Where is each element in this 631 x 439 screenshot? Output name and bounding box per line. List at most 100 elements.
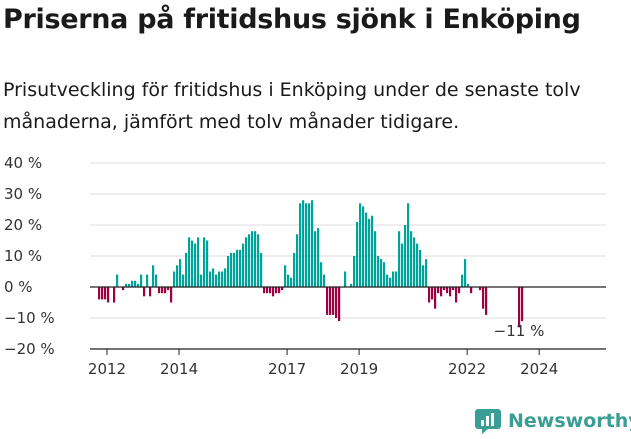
bar [470, 287, 473, 294]
bar [413, 237, 416, 287]
gridlines [90, 162, 606, 350]
bar [371, 215, 374, 287]
last-value-label: −11 % [494, 322, 545, 340]
bars [98, 200, 524, 328]
x-tick-label: 2012 [88, 360, 126, 378]
bar [122, 287, 125, 291]
bar [422, 265, 425, 287]
bar [410, 231, 413, 287]
bar [353, 256, 356, 287]
bar [245, 237, 248, 287]
x-tick-labels: 2012 2014 2017 2019 2022 2024 [88, 360, 558, 378]
bar [224, 268, 227, 287]
bar [173, 271, 176, 287]
bar [317, 228, 320, 287]
bar [290, 277, 293, 287]
bar [269, 287, 272, 294]
bar [296, 234, 299, 287]
x-tick-label: 2017 [268, 360, 306, 378]
bar [200, 274, 203, 287]
bar [302, 200, 305, 287]
bar [320, 262, 323, 287]
bar [365, 212, 368, 287]
bar [362, 206, 365, 287]
bar [299, 203, 302, 287]
bar [449, 287, 452, 297]
newsworthy-icon [475, 409, 501, 434]
bar [344, 271, 347, 287]
bar [161, 287, 164, 294]
bar [164, 287, 167, 294]
bar [125, 283, 128, 287]
bar [236, 249, 239, 287]
bar [206, 240, 209, 287]
bar [404, 225, 407, 287]
bar [113, 287, 116, 303]
bar [437, 287, 440, 294]
bar [158, 287, 161, 294]
x-tick-label: 2024 [520, 360, 558, 378]
bar [428, 287, 431, 303]
bar [452, 287, 455, 291]
bar [443, 287, 446, 291]
bar [380, 259, 383, 287]
bar [143, 287, 146, 297]
bar [242, 243, 245, 287]
bar [209, 271, 212, 287]
chart-title: Priserna på fritidshus sjönk i Enköping [3, 4, 581, 35]
bar [203, 237, 206, 287]
bar [419, 249, 422, 287]
bar [140, 274, 143, 287]
y-tick-labels: −20 % −10 % 0 % 10 % 20 % 30 % 40 % [4, 154, 55, 358]
bar [305, 203, 308, 287]
bar [431, 287, 434, 300]
bar [308, 203, 311, 287]
bar [131, 280, 134, 287]
bar [230, 252, 233, 287]
bar [248, 234, 251, 287]
bar [260, 252, 263, 287]
bar [461, 274, 464, 287]
bar [518, 287, 521, 328]
bar [359, 203, 362, 287]
bar [218, 271, 221, 287]
bar [356, 221, 359, 287]
bar [146, 274, 149, 287]
bar [446, 287, 449, 294]
bar [311, 200, 314, 287]
bar [182, 274, 185, 287]
bar [104, 287, 107, 300]
bar [275, 287, 278, 294]
axes [90, 286, 606, 355]
bar [257, 234, 260, 287]
bar [374, 231, 377, 287]
y-tick-label: 20 % [4, 216, 42, 234]
bar [191, 240, 194, 287]
y-tick-label: 40 % [4, 154, 42, 172]
bar [263, 287, 266, 294]
bar [323, 274, 326, 287]
bar [479, 287, 482, 291]
bar [485, 287, 488, 315]
bar [137, 283, 140, 287]
bar [329, 287, 332, 315]
chart-subtitle: Prisutveckling för fritidshus i Enköping… [3, 79, 581, 133]
bar [284, 265, 287, 287]
bar [281, 287, 284, 291]
bar [314, 231, 317, 287]
newsworthy-logo: Newsworthy [474, 405, 631, 437]
bar [176, 265, 179, 287]
bar [401, 243, 404, 287]
bar [266, 287, 269, 294]
bar [197, 237, 200, 287]
bar [434, 287, 437, 309]
y-tick-label: 10 % [4, 247, 42, 265]
bar [455, 287, 458, 303]
bar [239, 249, 242, 287]
bar [167, 287, 170, 291]
bar [107, 287, 110, 303]
bar [221, 271, 224, 287]
y-tick-label: −10 % [4, 309, 55, 327]
bar [128, 283, 131, 287]
